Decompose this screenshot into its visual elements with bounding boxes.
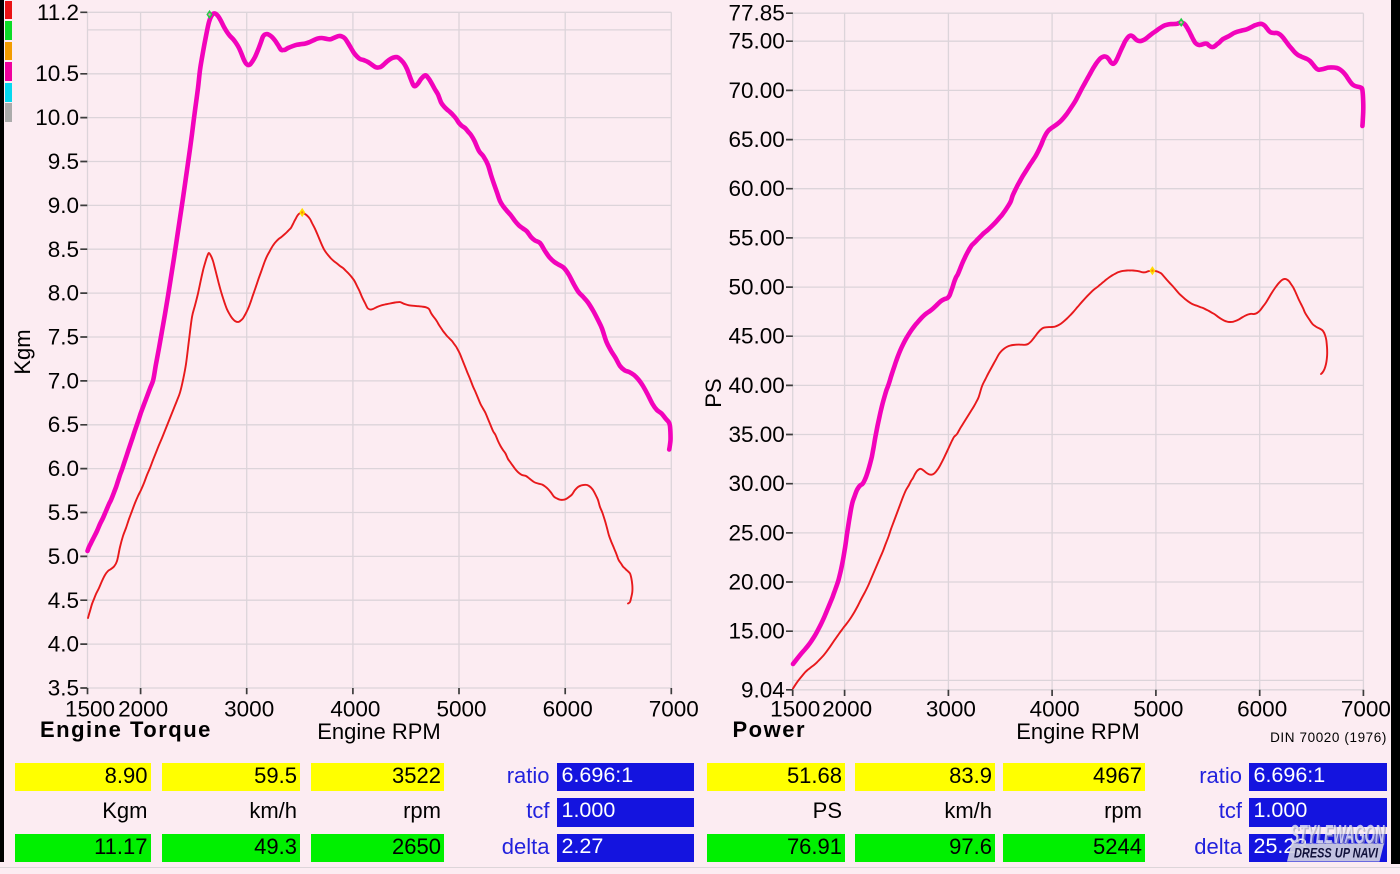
svg-text:60.00: 60.00 (728, 176, 784, 201)
svg-text:5000: 5000 (1133, 697, 1183, 722)
svg-text:4.0: 4.0 (48, 632, 79, 657)
svg-text:3000: 3000 (224, 697, 274, 722)
svg-text:8.0: 8.0 (48, 281, 79, 306)
svg-text:10.5: 10.5 (35, 61, 79, 86)
svg-text:3000: 3000 (926, 697, 976, 722)
svg-text:7.0: 7.0 (48, 368, 79, 393)
svg-text:9.5: 9.5 (48, 149, 79, 174)
svg-text:5.0: 5.0 (48, 544, 79, 569)
svg-text:75.00: 75.00 (728, 29, 784, 54)
svg-text:40.00: 40.00 (728, 373, 784, 398)
svg-text:3.5: 3.5 (48, 676, 79, 701)
svg-text:4.5: 4.5 (48, 588, 79, 613)
svg-text:65.00: 65.00 (728, 127, 784, 152)
svg-text:45.00: 45.00 (728, 324, 784, 349)
svg-text:DRESS UP NAVI: DRESS UP NAVI (1294, 846, 1379, 861)
svg-text:7000: 7000 (1341, 697, 1391, 722)
svg-text:9.0: 9.0 (48, 193, 79, 218)
svg-text:15.00: 15.00 (728, 619, 784, 644)
svg-text:1500: 1500 (770, 697, 820, 722)
svg-text:2000: 2000 (822, 697, 872, 722)
svg-text:35.00: 35.00 (728, 422, 784, 447)
svg-text:5.5: 5.5 (48, 500, 79, 525)
svg-text:5000: 5000 (436, 697, 486, 722)
svg-text:50.00: 50.00 (728, 275, 784, 300)
svg-text:77.85: 77.85 (728, 1, 784, 26)
svg-text:20.00: 20.00 (728, 570, 784, 595)
svg-text:8.5: 8.5 (48, 237, 79, 262)
svg-text:6.0: 6.0 (48, 456, 79, 481)
svg-text:25.00: 25.00 (728, 520, 784, 545)
svg-text:6000: 6000 (543, 697, 593, 722)
svg-text:10.0: 10.0 (35, 105, 79, 130)
svg-text:6.5: 6.5 (48, 412, 79, 437)
svg-text:9.04: 9.04 (741, 677, 785, 702)
svg-text:1500: 1500 (65, 697, 115, 722)
svg-text:4000: 4000 (330, 697, 380, 722)
svg-text:55.00: 55.00 (728, 225, 784, 250)
svg-text:70.00: 70.00 (728, 78, 784, 103)
svg-text:30.00: 30.00 (728, 471, 784, 496)
svg-text:7.5: 7.5 (48, 325, 79, 350)
svg-text:7000: 7000 (649, 697, 699, 722)
svg-text:11.2: 11.2 (37, 0, 79, 25)
svg-text:4000: 4000 (1030, 697, 1080, 722)
svg-text:6000: 6000 (1237, 697, 1287, 722)
svg-text:2000: 2000 (118, 697, 168, 722)
